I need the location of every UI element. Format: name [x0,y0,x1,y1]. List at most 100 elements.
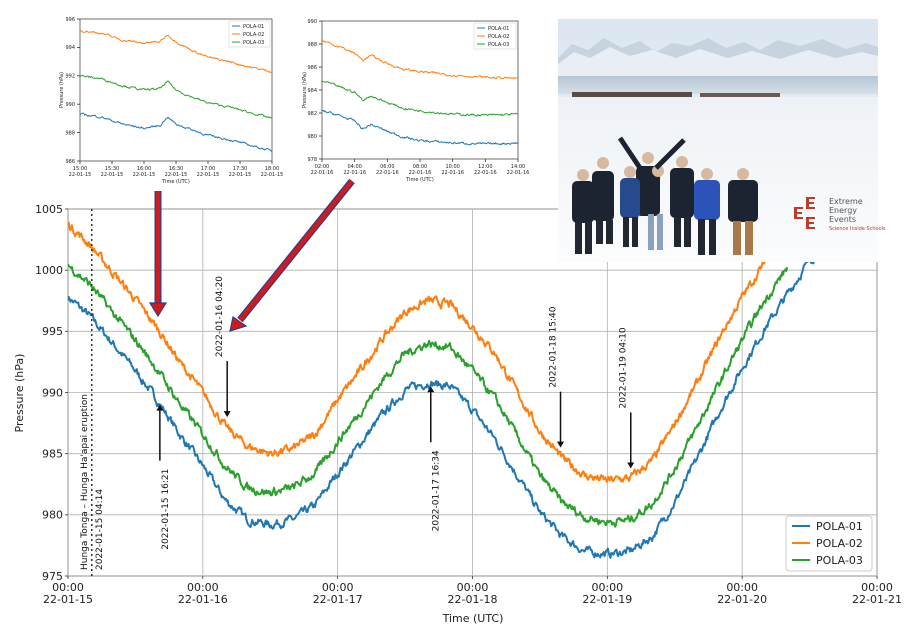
main-y-ticks: 9759809859909951000100500:0022-01-1500:0… [35,203,902,606]
y-tick-label: 988 [307,42,317,48]
x-tick-label-time: 00:00 [726,581,758,594]
y-tick-label: 990 [307,19,317,25]
x-tick-label-time: 00:00 [187,581,219,594]
y-tick-label: 984 [307,88,317,94]
series-line-pola-01 [322,109,518,146]
inset-chart-2022-01-16: 97898098298498698899002:0022-01-1604:002… [298,5,533,187]
series-line-pola-02 [68,221,766,483]
x-tick-label-time: 00:00 [591,581,623,594]
event-time-label: 2022-01-19 04:10 [619,327,629,408]
photo-village [572,92,692,97]
legend-label-pola-01: POLA-01 [816,520,863,533]
series-line-pola-02 [322,39,518,80]
series-line-pola-03 [80,74,272,119]
x-tick-label-date: 22-01-15 [43,593,93,606]
y-tick-label: 986 [307,65,317,71]
photo-village-2 [700,93,780,97]
x-tick-label-date: 22-01-15 [101,172,124,178]
x-tick-label-date: 22-01-16 [343,170,366,176]
series-line-pola-01 [80,112,272,152]
inset2-legend-label-2: POLA-02 [488,34,509,40]
x-tick-label-date: 22-01-16 [311,170,334,176]
event-time-label: 2022-01-15 16:21 [161,469,171,550]
event-time-label: 2022-01-17 16:34 [432,450,442,531]
x-tick-label-date: 22-01-16 [409,170,432,176]
inset2-x-axis-label: Time (UTC) [405,177,434,183]
legend-label-pola-03: POLA-03 [816,554,863,567]
eruption-label: Hunga Tonga – Hunga Ha'apai eruption [80,394,90,570]
event-arrow-2022-01-16-04-20: 2022-01-16 04:20 [215,276,231,418]
y-tick-label: 996 [65,17,75,23]
x-tick-label-time: 18:00 [265,166,279,172]
inset2-y-axis-label: Pressure (hPa) [302,72,308,108]
inset1-legend: POLA-01 POLA-02 POLA-03 [228,20,271,48]
logo-line-1: Extreme [829,197,863,206]
photo-snowy-ridge [558,47,878,76]
main-legend-box [785,515,873,572]
x-tick-label-time: 04:00 [347,164,361,170]
x-tick-label-time: 00:00 [322,581,354,594]
logo-line-3: Events [829,215,856,224]
photo-people [572,136,758,255]
event-arrow-2022-01-18-15-40: 2022-01-18 15:40 [549,306,565,448]
team-photo: Extreme Energy Events Science Inside Sch… [558,19,886,262]
main-pressure-chart: 9759809859909951000100500:0022-01-1500:0… [13,203,902,625]
x-tick-label-date: 22-01-18 [448,593,498,606]
y-tick-label: 978 [307,157,317,163]
x-tick-label-time: 00:00 [52,581,84,594]
y-tick-label: 1000 [35,264,63,277]
x-tick-label-time: 12:00 [478,164,492,170]
series-line-pola-03 [68,264,789,528]
y-tick-label: 1005 [35,203,63,216]
x-tick-label-date: 22-01-15 [229,172,252,178]
x-tick-label-time: 10:00 [445,164,459,170]
x-tick-label-date: 22-01-16 [474,170,497,176]
x-tick-label-date: 22-01-15 [69,172,92,178]
x-tick-label-date: 22-01-15 [261,172,284,178]
inset2-series-lines [322,39,518,146]
inset1-legend-label-3: POLA-03 [243,40,264,46]
legend-label-pola-02: POLA-02 [816,537,863,550]
event-arrow-2022-01-15-16-21: 2022-01-15 16:21 [156,404,171,550]
x-tick-label-date: 22-01-16 [507,170,530,176]
inset1-y-axis-label: Pressure (hPa) [59,72,65,108]
x-tick-label-time: 17:00 [201,166,215,172]
x-tick-label-date: 22-01-20 [717,593,767,606]
y-tick-label: 990 [65,102,75,108]
main-x-axis-label: Time (UTC) [442,612,504,625]
y-tick-label: 995 [42,325,63,338]
inset2-legend: POLA-01 POLA-02 POLA-03 [473,22,517,50]
logo-tagline: Science Inside Schools [829,226,886,232]
y-tick-label: 980 [42,509,63,522]
inset2-ticks: 97898098298498698899002:0022-01-1604:002… [307,19,529,176]
inset2-legend-label-1: POLA-01 [488,26,509,32]
x-tick-label-date: 22-01-15 [165,172,188,178]
event-arrow-2022-01-17-16-34: 2022-01-17 16:34 [427,386,442,531]
inset1-legend-label-2: POLA-02 [243,32,264,38]
eruption-time-label: 2022-01-15 04:14 [95,489,105,570]
y-tick-label: 988 [65,130,75,136]
x-tick-label-date: 22-01-19 [582,593,632,606]
series-line-pola-02 [80,29,272,73]
y-tick-label: 992 [65,74,75,80]
y-tick-label: 990 [42,386,63,399]
y-tick-label: 982 [307,111,317,117]
callout-arrow-inset1 [148,191,168,318]
event-arrow-2022-01-19-04-10: 2022-01-19 04:10 [619,327,635,469]
main-legend: POLA-01 POLA-02 POLA-03 [785,515,873,572]
main-y-axis-label: Pressure (hPa) [13,354,26,433]
x-tick-label-time: 02:00 [315,164,329,170]
y-tick-label: 985 [42,448,63,461]
x-tick-label-date: 22-01-16 [178,593,228,606]
x-tick-label-time: 16:30 [169,166,183,172]
inset1-ticks: 98698899099299499615:0022-01-1515:3022-0… [65,17,283,178]
main-series-lines [68,221,834,559]
x-tick-label-time: 17:30 [233,166,247,172]
x-tick-label-date: 22-01-21 [852,593,902,606]
x-tick-label-date: 22-01-16 [376,170,399,176]
x-tick-label-date: 22-01-15 [133,172,156,178]
x-tick-label-time: 15:30 [105,166,119,172]
event-time-label: 2022-01-16 04:20 [215,276,225,357]
x-tick-label-time: 00:00 [457,581,489,594]
